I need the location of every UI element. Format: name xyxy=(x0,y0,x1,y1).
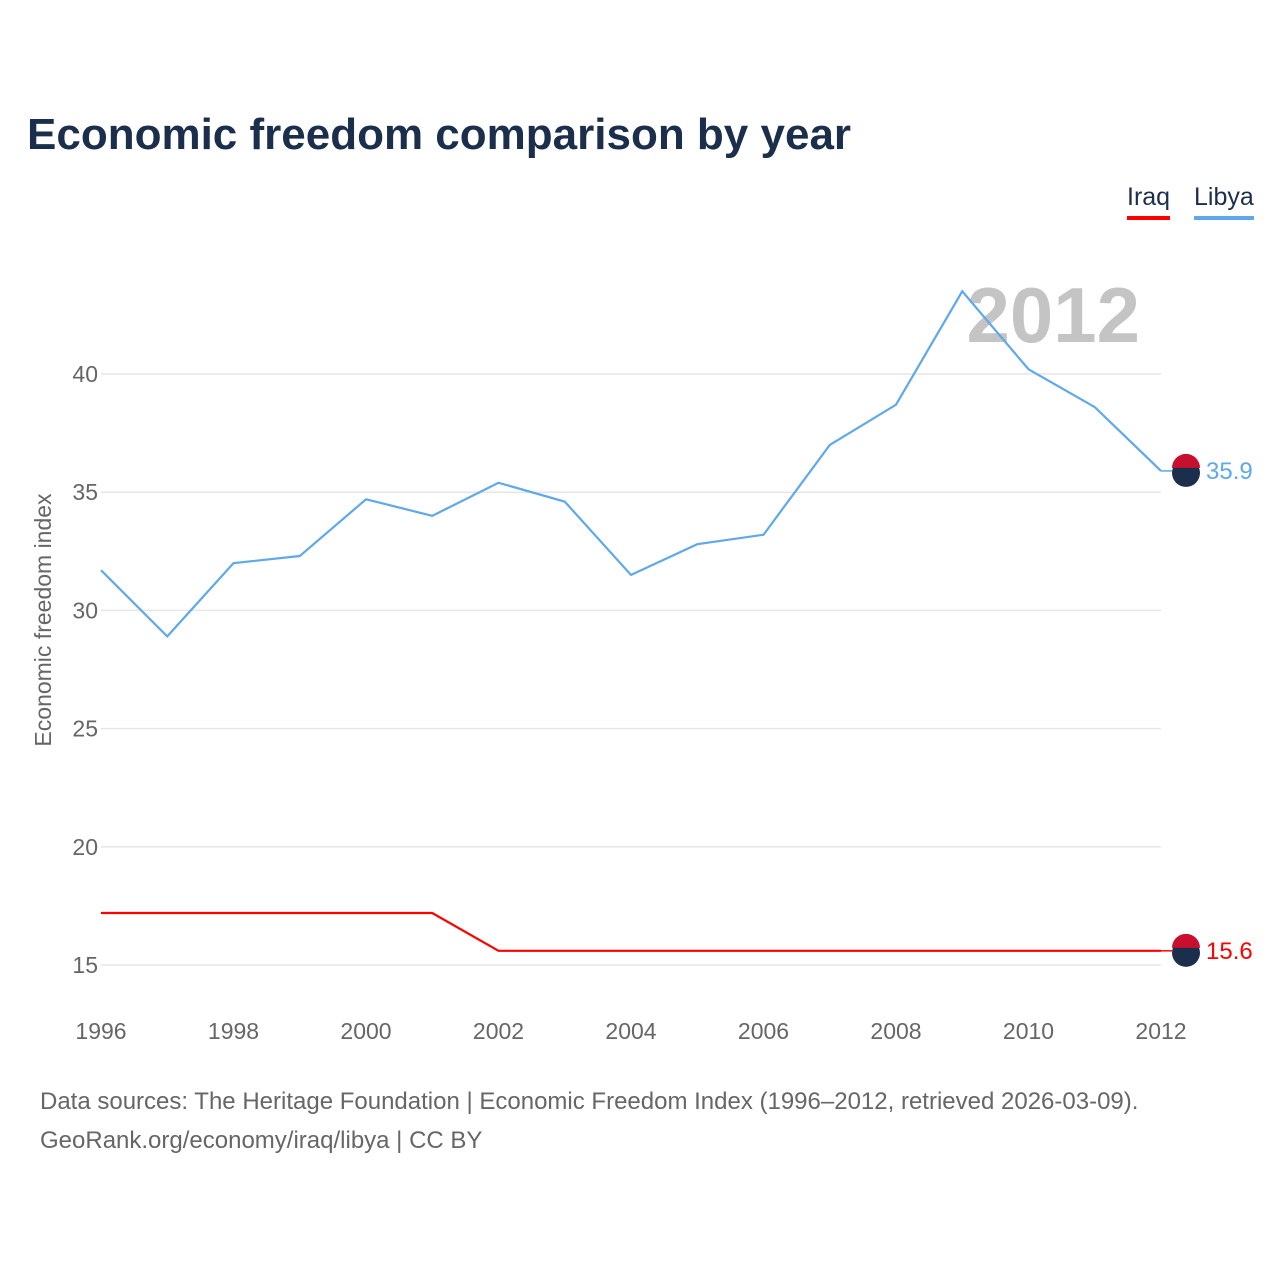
legend-iraq[interactable]: Iraq xyxy=(1127,183,1171,220)
y-tick-label: 30 xyxy=(72,597,98,623)
x-tick-label: 2008 xyxy=(870,1018,921,1044)
x-tick-label: 1996 xyxy=(75,1018,126,1044)
y-tick-label: 40 xyxy=(72,361,98,387)
x-tick-label: 2006 xyxy=(738,1018,789,1044)
x-tick-label: 1998 xyxy=(208,1018,259,1044)
flag-stripe xyxy=(1172,453,1200,468)
series-line-iraq xyxy=(101,911,1161,952)
footer-sources: Data sources: The Heritage Foundation | … xyxy=(40,1088,1139,1115)
end-value-label-libya: 35.9 xyxy=(1206,458,1253,485)
y-tick-label: 15 xyxy=(72,952,98,978)
legend-libya[interactable]: Libya xyxy=(1194,183,1254,220)
y-axis-label: Economic freedom index xyxy=(30,493,56,747)
y-tick-label: 20 xyxy=(72,834,98,860)
x-tick-label: 2012 xyxy=(1135,1018,1186,1044)
flag-stripe xyxy=(1172,933,1200,948)
series-line-libya xyxy=(100,289,1162,638)
x-tick-label: 2004 xyxy=(605,1018,656,1044)
y-tick-label: 35 xyxy=(72,479,98,505)
x-tick-label: 2010 xyxy=(1003,1018,1054,1044)
footer-link[interactable]: GeoRank.org/economy/iraq/libya | CC BY xyxy=(40,1127,483,1154)
y-tick-label: 25 xyxy=(72,716,98,742)
x-tick-label: 2002 xyxy=(473,1018,524,1044)
end-value-label-iraq: 15.6 xyxy=(1206,938,1253,965)
year-watermark: 2012 xyxy=(966,271,1140,359)
chart-title: Economic freedom comparison by year xyxy=(27,110,852,159)
x-tick-label: 2000 xyxy=(340,1018,391,1044)
